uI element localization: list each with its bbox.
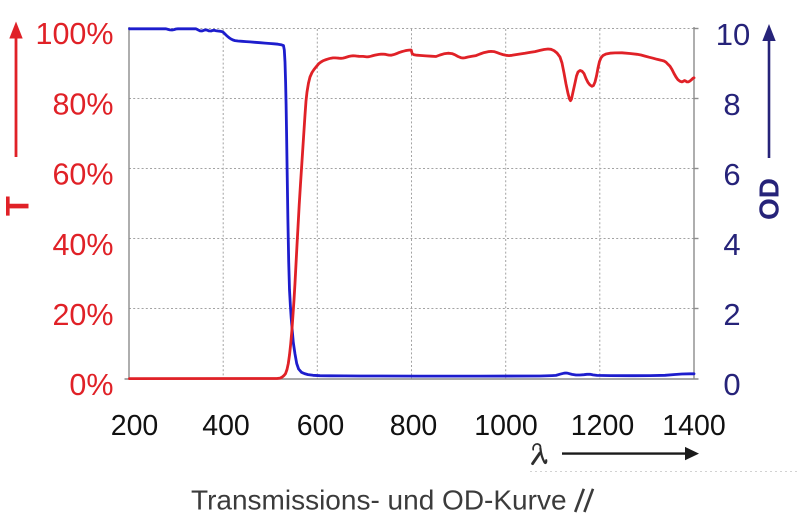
svg-text:10: 10 — [716, 17, 750, 52]
svg-text:T: T — [0, 196, 36, 216]
svg-text:0: 0 — [723, 367, 740, 402]
svg-text:20%: 20% — [52, 298, 113, 332]
svg-text:800: 800 — [390, 410, 438, 442]
svg-text:4: 4 — [723, 227, 740, 262]
svg-text:40%: 40% — [52, 228, 113, 262]
svg-text:400: 400 — [202, 410, 250, 442]
svg-text:600: 600 — [297, 410, 345, 442]
svg-text:8: 8 — [723, 87, 740, 122]
svg-text:1200: 1200 — [571, 410, 634, 442]
svg-text:200: 200 — [111, 410, 159, 442]
svg-text:1400: 1400 — [662, 410, 725, 442]
svg-text:1000: 1000 — [474, 410, 537, 442]
svg-text:80%: 80% — [52, 87, 113, 121]
svg-text:100%: 100% — [35, 17, 113, 51]
svg-text:OD: OD — [754, 178, 785, 220]
svg-text:0%: 0% — [69, 368, 113, 402]
svg-text:Transmissions- und OD-Kurve: Transmissions- und OD-Kurve — [191, 485, 567, 516]
svg-text:6: 6 — [723, 157, 740, 192]
svg-text:2: 2 — [723, 297, 740, 332]
svg-text:60%: 60% — [52, 158, 113, 192]
